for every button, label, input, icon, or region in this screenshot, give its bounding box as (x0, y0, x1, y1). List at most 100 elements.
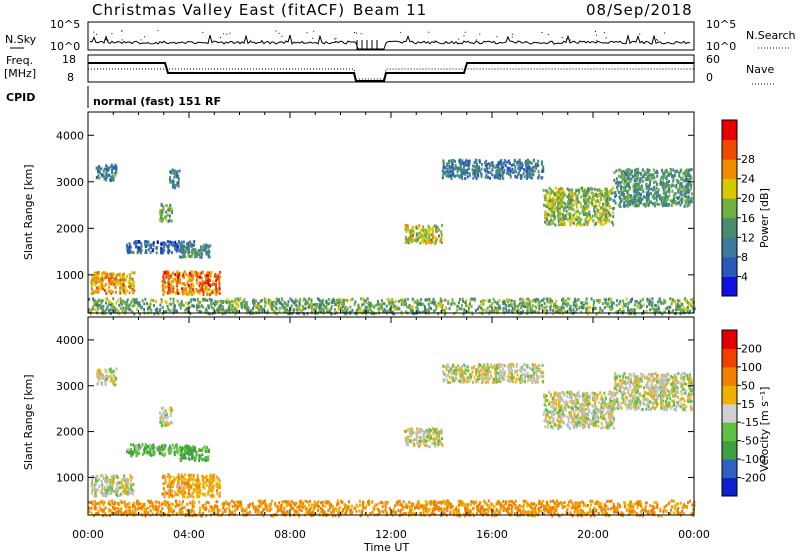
data-cell (98, 477, 101, 481)
data-cell (644, 196, 647, 200)
data-cell (612, 301, 615, 305)
data-cell (273, 304, 276, 308)
data-cell (173, 446, 176, 450)
data-cell (453, 159, 455, 163)
data-cell (525, 297, 528, 301)
data-cell (653, 201, 656, 205)
data-cell (275, 297, 278, 301)
data-cell (684, 174, 687, 177)
data-cell (110, 291, 113, 295)
data-cell (497, 162, 500, 166)
data-cell (207, 281, 210, 285)
data-cell (166, 285, 169, 289)
data-cell (602, 202, 604, 206)
data-cell (215, 285, 217, 289)
data-cell (116, 483, 119, 487)
data-cell (571, 213, 574, 217)
data-cell (649, 308, 652, 312)
data-cell (506, 171, 509, 175)
data-cell (114, 165, 117, 169)
data-cell (293, 301, 296, 305)
data-cell (219, 270, 221, 274)
data-cell (619, 200, 622, 204)
data-cell (314, 312, 317, 316)
data-cell (115, 301, 118, 305)
data-cell (131, 476, 134, 480)
data-cell (319, 310, 322, 314)
data-cell (611, 306, 614, 310)
data-cell (302, 307, 305, 311)
data-cell (180, 475, 183, 478)
data-cell (537, 159, 540, 163)
data-cell (135, 245, 138, 249)
data-cell (643, 173, 645, 177)
data-cell (173, 476, 176, 480)
data-cell (115, 489, 118, 493)
data-cell (636, 184, 639, 188)
data-cell (168, 480, 171, 484)
data-cell (499, 306, 502, 310)
data-cell (438, 432, 441, 436)
data-cell (109, 175, 112, 179)
data-cell (118, 312, 121, 316)
data-cell (261, 309, 264, 313)
data-cell (112, 379, 115, 383)
data-cell (670, 302, 673, 306)
data-cell (494, 300, 497, 304)
data-cell (112, 369, 115, 373)
data-cell (612, 186, 615, 190)
data-cell (448, 161, 451, 165)
data-cell (421, 234, 424, 238)
data-cell (246, 303, 248, 307)
data-cell (569, 220, 572, 224)
data-cell (509, 169, 512, 173)
data-cell (118, 486, 121, 490)
data-cell (187, 241, 190, 245)
data-cell (440, 223, 443, 227)
data-cell (498, 168, 501, 172)
data-cell (426, 237, 429, 241)
data-cell (163, 245, 165, 249)
data-cell (199, 448, 202, 452)
data-cell (496, 301, 499, 305)
data-cell (461, 177, 464, 181)
data-cell (503, 168, 506, 172)
data-cell (663, 310, 666, 314)
data-cell (161, 417, 164, 421)
data-cell (680, 177, 683, 181)
data-cell (410, 237, 413, 241)
data-cell (278, 310, 281, 314)
data-cell (627, 301, 630, 305)
data-cell (200, 310, 203, 314)
data-cell (171, 485, 174, 488)
data-cell (550, 199, 553, 202)
data-cell (660, 175, 663, 179)
data-cell (583, 213, 585, 217)
data-cell (409, 306, 412, 310)
data-cell (152, 450, 155, 454)
data-cell (165, 410, 168, 414)
data-cell (189, 255, 191, 258)
data-cell (469, 302, 471, 306)
data-cell (365, 305, 368, 309)
data-cell (517, 171, 520, 175)
data-cell (97, 277, 100, 280)
data-cell (157, 312, 160, 316)
data-cell (658, 203, 661, 206)
data-cell (112, 374, 115, 378)
data-cell (172, 244, 174, 248)
data-cell (604, 301, 607, 305)
data-cell (94, 272, 97, 276)
data-cell (272, 300, 275, 304)
data-cell (499, 160, 502, 164)
data-cell (553, 214, 556, 218)
data-cell (589, 216, 592, 219)
data-cell (182, 292, 185, 296)
data-cell (408, 230, 411, 234)
data-cell (663, 175, 666, 179)
data-cell (192, 449, 195, 453)
data-cell (124, 301, 126, 305)
data-cell (545, 211, 548, 214)
data-cell (537, 176, 540, 180)
data-cell (105, 473, 108, 477)
